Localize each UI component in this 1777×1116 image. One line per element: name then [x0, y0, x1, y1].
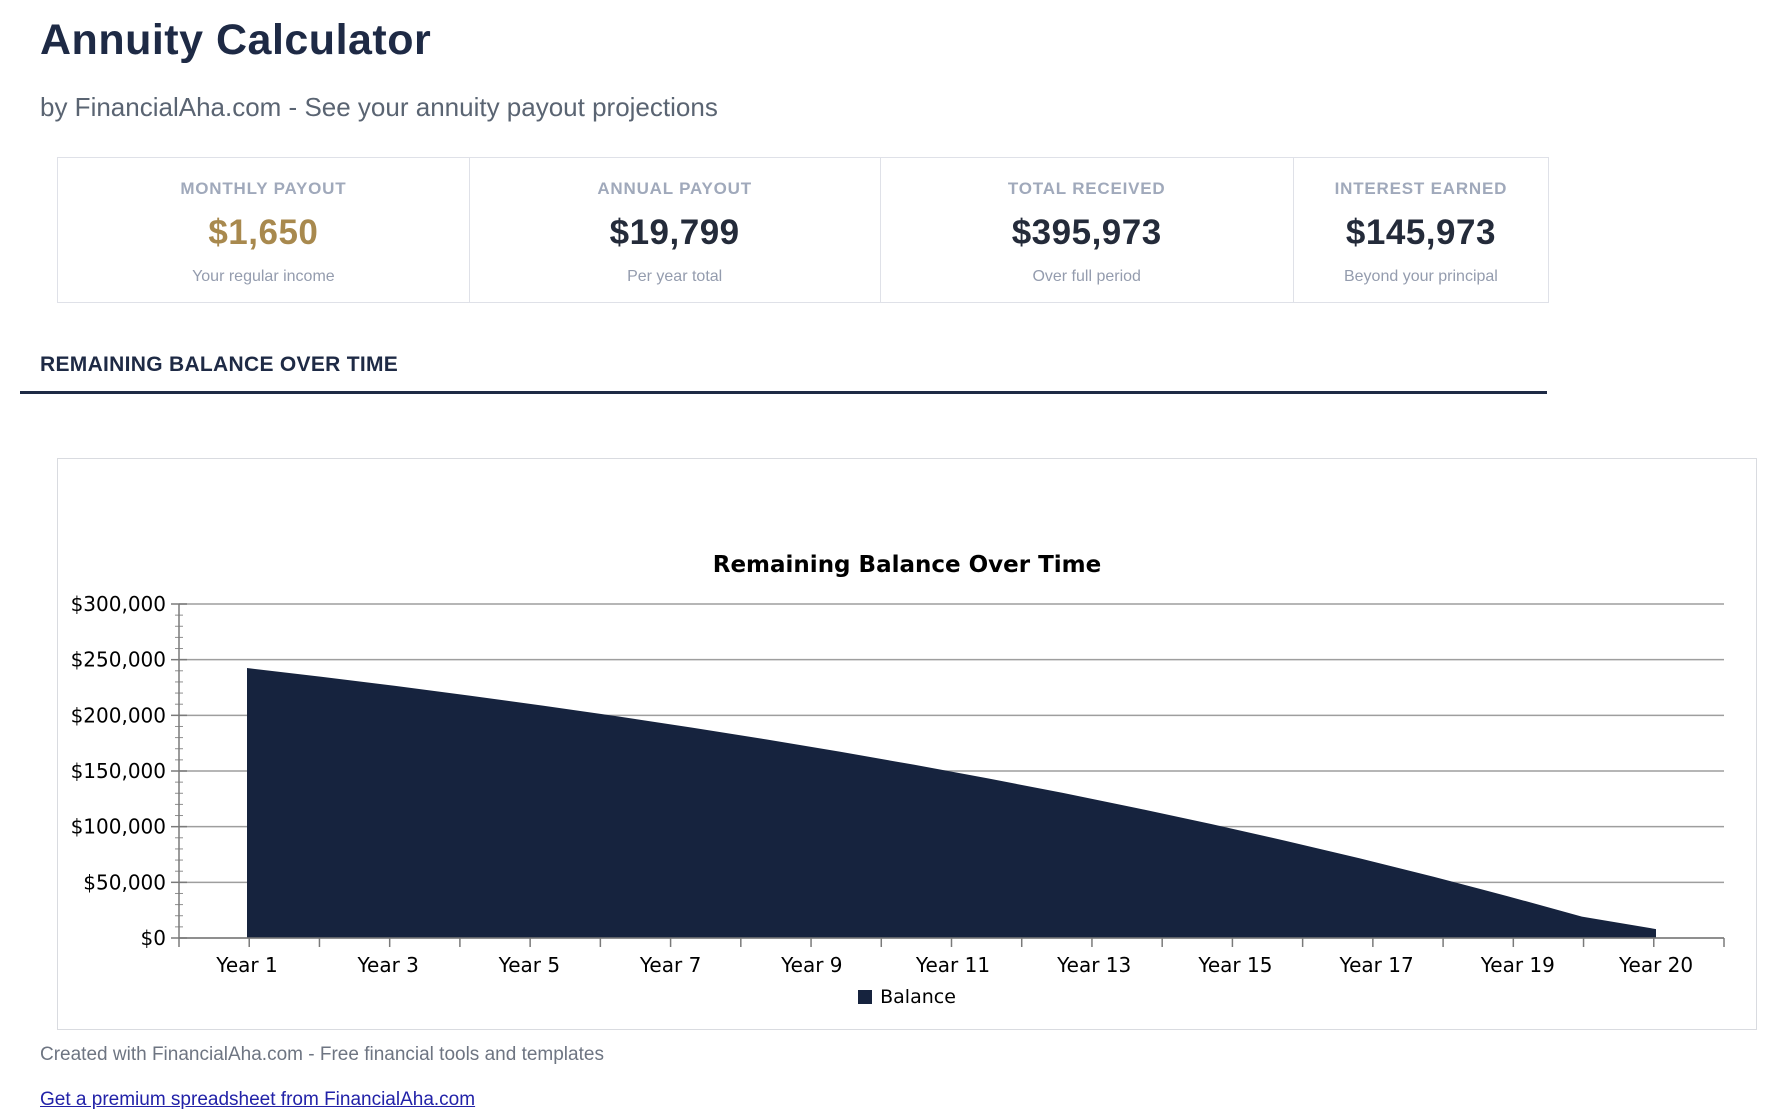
stat-card-total-received: TOTAL RECEIVED $395,973 Over full period — [879, 158, 1293, 303]
stat-label: INTEREST EARNED — [1334, 179, 1508, 199]
svg-text:Year 20: Year 20 — [1618, 953, 1693, 977]
svg-text:$100,000: $100,000 — [71, 815, 166, 839]
stat-card-interest-earned: INTEREST EARNED $145,973 Beyond your pri… — [1292, 158, 1548, 303]
svg-text:$0: $0 — [141, 926, 166, 950]
stat-value: $145,973 — [1345, 213, 1496, 253]
balance-area-chart: Remaining Balance Over Time $0 $50,000 $100… — [71, 552, 1725, 977]
stat-sub: Per year total — [627, 268, 723, 286]
stat-sub: Over full period — [1032, 268, 1141, 286]
svg-text:Year 5: Year 5 — [498, 953, 560, 977]
svg-text:Year 15: Year 15 — [1197, 953, 1272, 977]
svg-text:$300,000: $300,000 — [71, 592, 166, 616]
stat-label: MONTHLY PAYOUT — [180, 179, 347, 199]
page-title: Annuity Calculator — [40, 16, 432, 64]
svg-text:Remaining Balance Over Time: Remaining Balance Over Time — [713, 552, 1101, 578]
svg-text:Year 11: Year 11 — [915, 953, 990, 977]
stat-value: $19,799 — [609, 213, 740, 253]
stat-card-annual-payout: ANNUAL PAYOUT $19,799 Per year total — [468, 158, 880, 303]
section-divider — [20, 391, 1547, 395]
svg-text:$50,000: $50,000 — [83, 871, 166, 895]
stat-value: $395,973 — [1011, 213, 1162, 253]
stat-sub: Your regular income — [192, 268, 335, 286]
svg-text:$150,000: $150,000 — [71, 759, 166, 783]
svg-text:$250,000: $250,000 — [71, 648, 166, 672]
svg-text:Year 7: Year 7 — [639, 953, 701, 977]
svg-text:$200,000: $200,000 — [71, 704, 166, 728]
balance-legend-label: Balance — [880, 986, 956, 1009]
svg-text:Year 1: Year 1 — [215, 953, 277, 977]
stat-sub: Beyond your principal — [1343, 268, 1498, 286]
balance-chart-card: Remaining Balance Over Time $0 $50,000 $100… — [57, 458, 1757, 1031]
svg-text:Year 19: Year 19 — [1480, 953, 1555, 977]
svg-text:Year 13: Year 13 — [1056, 953, 1131, 977]
svg-text:Year 9: Year 9 — [780, 953, 842, 977]
stat-label: ANNUAL PAYOUT — [597, 179, 752, 199]
stat-card-monthly-payout: MONTHLY PAYOUT $1,650 Your regular incom… — [58, 158, 469, 302]
premium-spreadsheet-link[interactable]: Get a premium spreadsheet from Financial… — [40, 1089, 476, 1111]
stat-label: TOTAL RECEIVED — [1007, 179, 1166, 199]
page-subtitle: by FinancialAha.com - See your annuity p… — [40, 92, 718, 123]
balance-legend-swatch — [858, 990, 873, 1005]
stat-value: $1,650 — [208, 213, 319, 253]
footer-credit: Created with FinancialAha.com - Free fin… — [40, 1044, 604, 1066]
svg-text:Year 17: Year 17 — [1339, 953, 1414, 977]
svg-text:Year 3: Year 3 — [356, 953, 418, 977]
chart-legend: Balance — [58, 986, 1756, 1008]
stats-row: MONTHLY PAYOUT $1,650 Your regular incom… — [57, 157, 1549, 304]
section-title: REMAINING BALANCE OVER TIME — [40, 353, 399, 377]
